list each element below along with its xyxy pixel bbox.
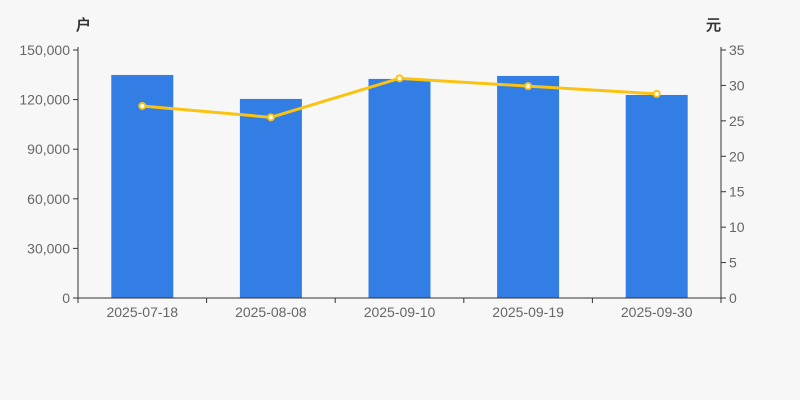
bar[interactable] xyxy=(368,78,431,298)
bar[interactable] xyxy=(625,94,688,298)
line-marker[interactable] xyxy=(138,101,147,110)
line-marker[interactable] xyxy=(652,89,661,98)
left-axis-tick-label: 90,000 xyxy=(27,141,70,157)
x-axis-category-label: 2025-08-08 xyxy=(235,304,307,320)
x-axis-category-label: 2025-07-18 xyxy=(106,304,178,320)
right-axis-tick-label: 30 xyxy=(729,77,745,93)
left-axis-tick-label: 150,000 xyxy=(19,42,70,58)
bar[interactable] xyxy=(111,74,174,298)
right-axis-tick-label: 25 xyxy=(729,113,745,129)
x-axis-category-label: 2025-09-30 xyxy=(621,304,693,320)
x-axis-category-label: 2025-09-19 xyxy=(492,304,564,320)
right-axis-tick-label: 15 xyxy=(729,184,745,200)
right-axis-tick-label: 0 xyxy=(729,290,737,306)
right-axis-unit-label: 元 xyxy=(706,17,722,34)
right-axis-tick-label: 20 xyxy=(729,148,745,164)
bar[interactable] xyxy=(497,75,560,298)
bar[interactable] xyxy=(239,98,302,299)
left-axis-tick-label: 120,000 xyxy=(19,92,70,108)
left-axis-tick-label: 30,000 xyxy=(27,240,70,256)
x-axis-category-label: 2025-09-10 xyxy=(364,304,436,320)
left-axis-tick-label: 60,000 xyxy=(27,191,70,207)
right-axis-tick-label: 35 xyxy=(729,42,745,58)
right-axis-tick-label: 5 xyxy=(729,255,737,271)
left-axis-tick-label: 0 xyxy=(62,290,70,306)
line-marker[interactable] xyxy=(266,113,275,122)
line-marker[interactable] xyxy=(524,82,533,91)
line-marker[interactable] xyxy=(395,74,404,83)
right-axis-tick-label: 10 xyxy=(729,219,745,235)
left-axis-unit-label: 户 xyxy=(76,17,92,34)
